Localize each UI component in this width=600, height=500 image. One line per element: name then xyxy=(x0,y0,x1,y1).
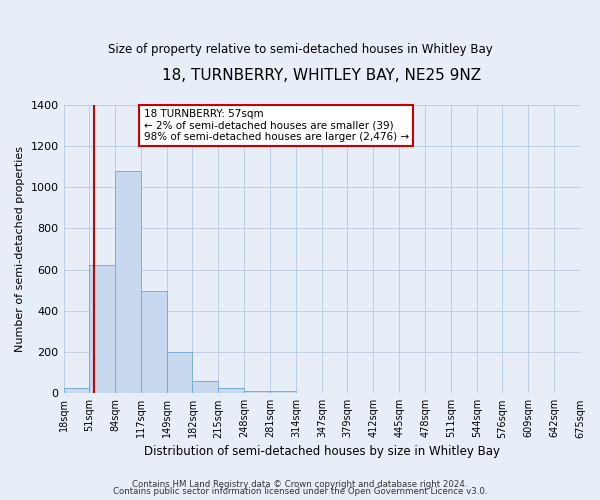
Bar xyxy=(193,381,218,394)
Bar xyxy=(115,170,142,394)
Text: Contains public sector information licensed under the Open Government Licence v3: Contains public sector information licen… xyxy=(113,488,487,496)
Bar xyxy=(142,291,167,394)
Title: 18, TURNBERRY, WHITLEY BAY, NE25 9NZ: 18, TURNBERRY, WHITLEY BAY, NE25 9NZ xyxy=(162,68,481,82)
Bar xyxy=(270,392,296,394)
Text: Size of property relative to semi-detached houses in Whitley Bay: Size of property relative to semi-detach… xyxy=(107,42,493,56)
Text: 18 TURNBERRY: 57sqm
← 2% of semi-detached houses are smaller (39)
98% of semi-de: 18 TURNBERRY: 57sqm ← 2% of semi-detache… xyxy=(143,109,409,142)
Bar xyxy=(89,266,115,394)
Text: Contains HM Land Registry data © Crown copyright and database right 2024.: Contains HM Land Registry data © Crown c… xyxy=(132,480,468,489)
X-axis label: Distribution of semi-detached houses by size in Whitley Bay: Distribution of semi-detached houses by … xyxy=(144,444,500,458)
Bar xyxy=(218,388,244,394)
Y-axis label: Number of semi-detached properties: Number of semi-detached properties xyxy=(15,146,25,352)
Bar xyxy=(167,352,193,394)
Bar xyxy=(64,388,89,394)
Bar xyxy=(244,391,270,394)
